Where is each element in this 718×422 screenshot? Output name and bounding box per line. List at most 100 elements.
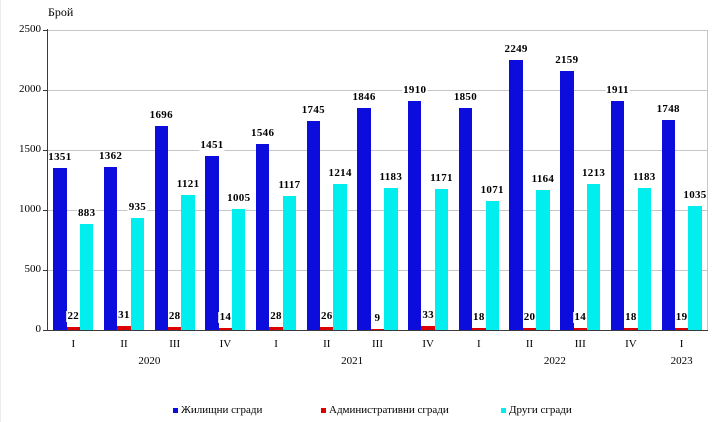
data-label-s1-g3: 14 — [218, 311, 233, 324]
year-label-2022: 2022 — [543, 355, 566, 367]
data-label-s2-g2: 1121 — [175, 178, 201, 191]
bar-s0-g5 — [306, 120, 321, 330]
bar-s0-g8 — [458, 108, 473, 330]
legend-label-0: Жилищни сгради — [181, 404, 263, 416]
bar-s0-g9 — [509, 60, 523, 330]
y-tick-label-2000: 2000 — [19, 83, 41, 95]
x-tick-label-g3: IV — [219, 338, 232, 350]
bar-s1-g2 — [167, 326, 182, 330]
data-label-s1-g12: 19 — [674, 310, 689, 323]
x-tick-label-g6: III — [372, 338, 383, 350]
year-label-2020: 2020 — [138, 355, 161, 367]
bar-s2-g8 — [485, 201, 499, 330]
data-label-s1-g1: 31 — [117, 309, 131, 322]
data-label-s2-g4: 1117 — [277, 178, 302, 191]
bar-s2-g7 — [434, 189, 449, 330]
data-label-s2-g5: 1214 — [327, 167, 353, 180]
bar-s1-g12 — [674, 327, 689, 330]
data-label-s0-g2: 1696 — [148, 109, 174, 122]
data-label-s2-g7: 1171 — [429, 172, 454, 185]
legend-label-1: Административни сгради — [329, 404, 449, 416]
bar-s2-g6 — [384, 188, 398, 330]
x-tick-label-g12: I — [679, 338, 684, 350]
bar-s0-g10 — [560, 70, 574, 330]
x-tick-label-g1: II — [120, 338, 128, 350]
legend-label-2: Други сгради — [509, 404, 572, 416]
bar-s0-g6 — [357, 108, 371, 330]
bar-s1-g5 — [320, 326, 334, 330]
bar-s0-g1 — [103, 166, 118, 330]
bar-s2-g12 — [688, 205, 702, 330]
data-label-s0-g0: 1351 — [47, 150, 73, 163]
bar-s1-g8 — [472, 327, 486, 330]
bar-s0-g11 — [610, 100, 625, 330]
bar-s1-g1 — [117, 326, 131, 330]
data-label-s0-g5: 1745 — [300, 103, 326, 116]
bar-s0-g12 — [661, 120, 675, 330]
gridline-2000 — [48, 90, 707, 91]
y-tick-label-500: 500 — [24, 263, 42, 275]
data-label-s2-g1: 935 — [127, 200, 148, 213]
y-axis-line — [47, 29, 48, 331]
data-label-s1-g0: 22 — [66, 310, 81, 323]
data-label-s2-g9: 1164 — [530, 173, 556, 186]
bar-s1-g9 — [522, 327, 537, 330]
data-label-s1-g8: 18 — [472, 310, 486, 323]
data-label-s0-g12: 1748 — [655, 103, 681, 116]
data-label-s0-g9: 2249 — [503, 43, 529, 56]
data-label-s0-g4: 1546 — [250, 127, 276, 140]
data-label-s1-g10: 14 — [573, 311, 588, 324]
data-label-s0-g6: 1846 — [351, 91, 377, 104]
bar-s2-g2 — [181, 195, 195, 330]
x-axis-line — [47, 330, 708, 331]
y-tick-mark — [43, 30, 48, 31]
x-tick-label-g5: II — [323, 338, 331, 350]
bar-s0-g4 — [255, 144, 270, 330]
bar-s0-g2 — [154, 126, 168, 330]
bar-s2-g9 — [536, 190, 550, 330]
bar-s0-g7 — [408, 100, 422, 330]
data-label-s2-g6: 1183 — [378, 171, 404, 184]
gridline-1500 — [48, 150, 707, 151]
x-tick-label-g11: IV — [625, 338, 637, 350]
x-tick-label-g9: II — [525, 338, 534, 350]
bar-s1-g4 — [269, 326, 283, 330]
x-tick-label-g0: I — [71, 338, 76, 350]
data-label-s2-g0: 883 — [76, 207, 97, 220]
bar-s2-g11 — [637, 188, 651, 330]
bar-s1-g3 — [218, 328, 233, 330]
bar-s2-g0 — [80, 224, 94, 330]
data-label-s1-g6: 9 — [373, 311, 382, 324]
plot-border-right — [707, 30, 708, 330]
data-label-s1-g9: 20 — [522, 310, 537, 323]
data-label-s0-g1: 1362 — [97, 149, 124, 162]
data-label-s1-g11: 18 — [624, 310, 638, 323]
data-label-s1-g7: 33 — [421, 309, 435, 322]
y-tick-mark — [43, 150, 48, 151]
gridline-1000 — [48, 210, 707, 211]
bar-s2-g1 — [130, 217, 145, 330]
x-tick-label-g10: III — [574, 338, 586, 350]
y-tick-mark — [43, 210, 48, 211]
bar-s1-g10 — [573, 328, 587, 330]
data-label-s2-g8: 1071 — [479, 184, 505, 197]
data-label-s0-g8: 1850 — [452, 91, 479, 103]
y-axis-title: Брой — [48, 5, 74, 19]
data-label-s1-g5: 26 — [319, 309, 334, 322]
legend-swatch-1 — [321, 408, 326, 413]
data-label-s2-g12: 1035 — [682, 188, 708, 201]
plot-area: 1351 22 883 1362 31 935 1696 28 1121 1451 14 1005 15… — [47, 30, 708, 330]
bar-s2-g4 — [282, 195, 297, 330]
y-tick-label-0: 0 — [35, 323, 42, 335]
data-label-s2-g3: 1005 — [226, 192, 252, 205]
x-tick-label-g2: III — [169, 338, 181, 350]
data-label-s1-g4: 28 — [269, 309, 283, 322]
data-label-s2-g11: 1183 — [632, 171, 657, 184]
legend-swatch-2 — [501, 408, 506, 413]
y-tick-mark — [43, 270, 48, 271]
bar-s2-g3 — [232, 209, 246, 330]
bar-s1-g6 — [370, 328, 385, 330]
gridline-500 — [48, 270, 707, 271]
data-label-s1-g2: 28 — [167, 309, 182, 322]
